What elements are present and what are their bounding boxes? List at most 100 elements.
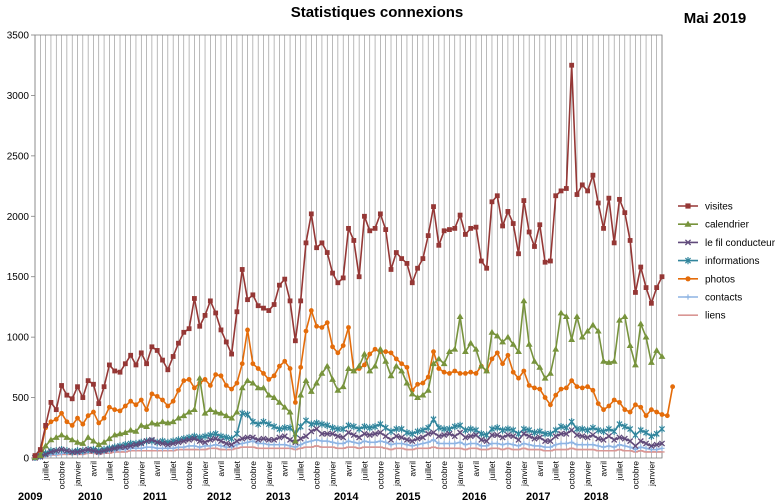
data-point	[510, 426, 517, 434]
data-point	[138, 397, 144, 403]
data-point	[398, 367, 406, 374]
data-point	[223, 444, 229, 450]
data-point	[499, 426, 506, 434]
data-point	[621, 422, 628, 431]
data-point	[148, 437, 155, 445]
data-point	[366, 367, 374, 374]
data-point	[335, 440, 341, 447]
data-point	[313, 425, 320, 433]
data-point	[213, 372, 219, 378]
data-point	[409, 430, 416, 438]
data-point	[377, 429, 384, 436]
data-point	[473, 371, 479, 376]
data-point	[303, 240, 309, 246]
x-tick-label: janvier	[391, 461, 401, 487]
x-tick-label: avril	[152, 461, 162, 477]
data-point	[414, 442, 421, 448]
data-point	[617, 400, 622, 405]
data-point	[611, 444, 617, 450]
data-point	[526, 383, 532, 388]
data-point	[574, 384, 580, 390]
series-visites	[32, 62, 665, 458]
data-point	[621, 313, 629, 319]
data-point	[96, 420, 102, 426]
data-point	[281, 433, 288, 440]
data-point	[160, 397, 165, 403]
data-point	[96, 401, 102, 407]
data-point	[605, 433, 612, 440]
data-point	[308, 438, 314, 444]
data-point	[297, 422, 304, 431]
data-point	[654, 285, 660, 290]
x-tick-label: avril	[471, 461, 481, 477]
data-point	[308, 420, 315, 428]
data-point	[403, 379, 411, 386]
data-point	[685, 294, 691, 300]
data-point	[484, 443, 490, 449]
data-point	[515, 436, 522, 443]
data-point	[228, 414, 236, 421]
x-tick-label: juillet	[359, 460, 369, 481]
data-point	[499, 434, 506, 441]
data-point	[314, 245, 320, 251]
data-point	[477, 362, 485, 369]
data-point	[106, 446, 113, 453]
data-point	[261, 371, 266, 376]
plot-frame	[34, 34, 663, 459]
data-point	[367, 439, 373, 445]
data-point	[80, 421, 86, 427]
data-point	[446, 425, 453, 433]
data-point	[192, 385, 197, 391]
data-point	[632, 442, 639, 449]
data-point	[319, 240, 325, 246]
x-tick-label: octobre	[503, 461, 513, 490]
data-point	[218, 443, 224, 449]
data-point	[351, 439, 357, 445]
data-point	[387, 427, 395, 436]
data-point	[563, 385, 569, 391]
data-point	[611, 397, 617, 403]
data-point	[91, 381, 96, 387]
data-point	[90, 447, 97, 454]
data-point	[340, 343, 346, 349]
data-point	[282, 442, 288, 448]
legend-label: liens	[705, 311, 726, 322]
legend-label: calendrier	[705, 220, 750, 231]
data-point	[122, 444, 129, 451]
data-point	[186, 436, 193, 443]
data-point	[552, 345, 560, 352]
data-point	[116, 430, 124, 437]
data-point	[133, 402, 139, 408]
data-point	[387, 436, 395, 443]
data-point	[457, 212, 463, 218]
data-point	[48, 400, 54, 405]
data-point	[164, 419, 172, 426]
year-label: 2010	[78, 491, 102, 503]
year-label: 2014	[334, 491, 359, 503]
data-point	[207, 443, 213, 449]
data-point	[159, 440, 166, 447]
x-tick-label: octobre	[630, 461, 640, 490]
y-axis: 0 500 1000 1500 2000 2500 3000 3500	[7, 31, 35, 465]
data-point	[345, 438, 352, 444]
data-point	[595, 200, 601, 206]
data-point	[419, 426, 426, 434]
data-point	[223, 339, 229, 345]
data-point	[499, 338, 506, 345]
data-point	[175, 444, 182, 450]
data-point	[165, 445, 171, 451]
data-point	[244, 377, 251, 384]
data-point	[632, 361, 639, 368]
data-point	[234, 442, 240, 448]
data-point	[521, 440, 527, 447]
data-point	[376, 345, 384, 352]
data-point	[160, 357, 165, 363]
data-point	[425, 430, 432, 437]
plot-area	[31, 62, 676, 462]
data-point	[484, 265, 490, 271]
data-point	[42, 442, 50, 449]
data-point	[419, 391, 427, 398]
data-point	[558, 422, 565, 431]
data-point	[362, 362, 367, 368]
data-point	[654, 409, 660, 415]
